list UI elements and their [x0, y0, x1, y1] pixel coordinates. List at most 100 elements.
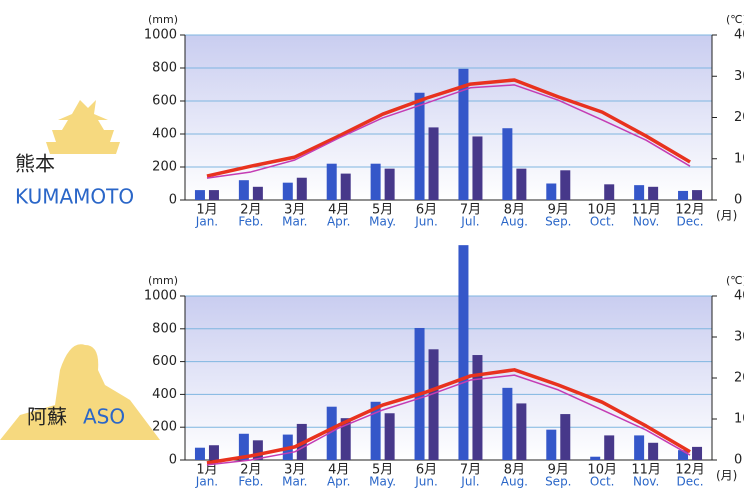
x-tick-label: 9月	[548, 463, 569, 478]
x-tick-label: 11月	[631, 203, 661, 218]
bar	[384, 413, 395, 460]
x-tick-label-en: Mar.	[282, 475, 307, 489]
bar	[648, 186, 659, 200]
bar	[604, 184, 615, 200]
y-tick-label: 600	[152, 354, 177, 369]
x-tick-label: 7月	[460, 203, 481, 218]
y-tick-label: 0	[169, 453, 177, 468]
y-tick-label: 800	[152, 61, 177, 76]
station-name: 熊本	[15, 152, 55, 176]
bar	[252, 440, 263, 460]
y2-tick-label: 20	[734, 371, 744, 386]
x-tick-label-en: May.	[369, 215, 396, 229]
x-tick-label-en: Nov.	[633, 215, 659, 229]
x-tick-label: 2月	[240, 463, 261, 478]
x-tick-label: 10月	[587, 463, 617, 478]
y-tick-label: 1000	[144, 28, 177, 43]
x-tick-label: 5月	[372, 203, 393, 218]
bar	[340, 173, 351, 200]
x-tick-label: 12月	[675, 203, 705, 218]
x-tick-label-en: Jan.	[195, 475, 218, 489]
x-unit: (月)	[716, 209, 737, 223]
bar	[326, 406, 337, 460]
x-tick-label-en: Oct.	[590, 215, 615, 229]
x-tick-label: 3月	[284, 463, 305, 478]
y-tick-label: 1000	[144, 289, 177, 304]
x-unit: (月)	[716, 469, 737, 483]
x-tick-label-en: Aug.	[501, 475, 528, 489]
x-tick-label: 6月	[416, 203, 437, 218]
bar	[428, 349, 439, 460]
x-tick-label-en: Feb.	[238, 475, 263, 489]
bar	[282, 182, 293, 200]
bar	[208, 445, 219, 460]
bar	[296, 177, 307, 200]
y2-tick-label: 0	[734, 193, 742, 208]
x-tick-label: 1月	[196, 463, 217, 478]
x-tick-label: 4月	[328, 463, 349, 478]
y-tick-label: 0	[169, 193, 177, 208]
y-unit: (mm)	[148, 274, 178, 287]
y2-unit: (℃)	[726, 274, 744, 287]
y-tick-label: 600	[152, 94, 177, 109]
bar	[546, 183, 557, 200]
temperature-line	[206, 374, 691, 466]
x-tick-label: 7月	[460, 463, 481, 478]
bar	[678, 450, 689, 460]
bar	[194, 190, 205, 200]
x-tick-label-en: Jun.	[414, 215, 438, 229]
x-tick-label: 8月	[504, 203, 525, 218]
y-tick-label: 200	[152, 420, 177, 435]
bar	[634, 185, 645, 200]
y2-tick-label: 10	[734, 412, 744, 427]
x-tick-label-en: May.	[369, 475, 396, 489]
bar	[472, 136, 483, 200]
x-tick-label-en: Jun.	[414, 475, 438, 489]
x-tick-label-en: Jan.	[195, 215, 218, 229]
castle-icon	[46, 100, 120, 154]
bar	[634, 435, 645, 460]
y2-tick-label: 40	[734, 289, 744, 304]
temperature-line	[206, 368, 691, 465]
x-tick-label-en: Sep.	[545, 215, 571, 229]
x-tick-label: 5月	[372, 463, 393, 478]
y2-tick-label: 20	[734, 110, 744, 125]
bar	[516, 403, 527, 460]
x-tick-label-en: Oct.	[590, 475, 615, 489]
bar	[648, 442, 659, 460]
bar	[560, 170, 571, 200]
x-tick-label: 9月	[548, 203, 569, 218]
x-tick-label-en: Jul.	[460, 215, 479, 229]
bar	[692, 190, 703, 200]
x-tick-label-en: Feb.	[238, 215, 263, 229]
bar	[326, 163, 337, 200]
bar	[516, 168, 527, 200]
x-tick-label: 10月	[587, 203, 617, 218]
bar	[458, 245, 469, 460]
plot-area	[185, 296, 712, 460]
x-tick-label-en: Apr.	[327, 475, 350, 489]
station-name: 阿蘇	[27, 405, 67, 429]
y2-tick-label: 30	[734, 69, 744, 84]
station-name-en: KUMAMOTO	[15, 185, 134, 209]
bar	[678, 190, 689, 200]
temperature-line	[206, 78, 691, 178]
x-tick-label: 1月	[196, 203, 217, 218]
x-tick-label: 11月	[631, 463, 661, 478]
y2-tick-label: 0	[734, 453, 742, 468]
x-tick-label-en: Mar.	[282, 215, 307, 229]
bar	[502, 128, 513, 200]
bar	[370, 401, 381, 460]
bar	[252, 186, 263, 200]
station-name-en: ASO	[83, 405, 125, 429]
x-tick-label-en: Aug.	[501, 215, 528, 229]
mountain-icon	[0, 344, 160, 440]
bar	[560, 414, 571, 460]
y-tick-label: 400	[152, 127, 177, 142]
y2-tick-label: 30	[734, 330, 744, 345]
x-tick-label: 8月	[504, 463, 525, 478]
bar	[458, 68, 469, 200]
x-tick-label: 2月	[240, 203, 261, 218]
x-tick-label: 6月	[416, 463, 437, 478]
